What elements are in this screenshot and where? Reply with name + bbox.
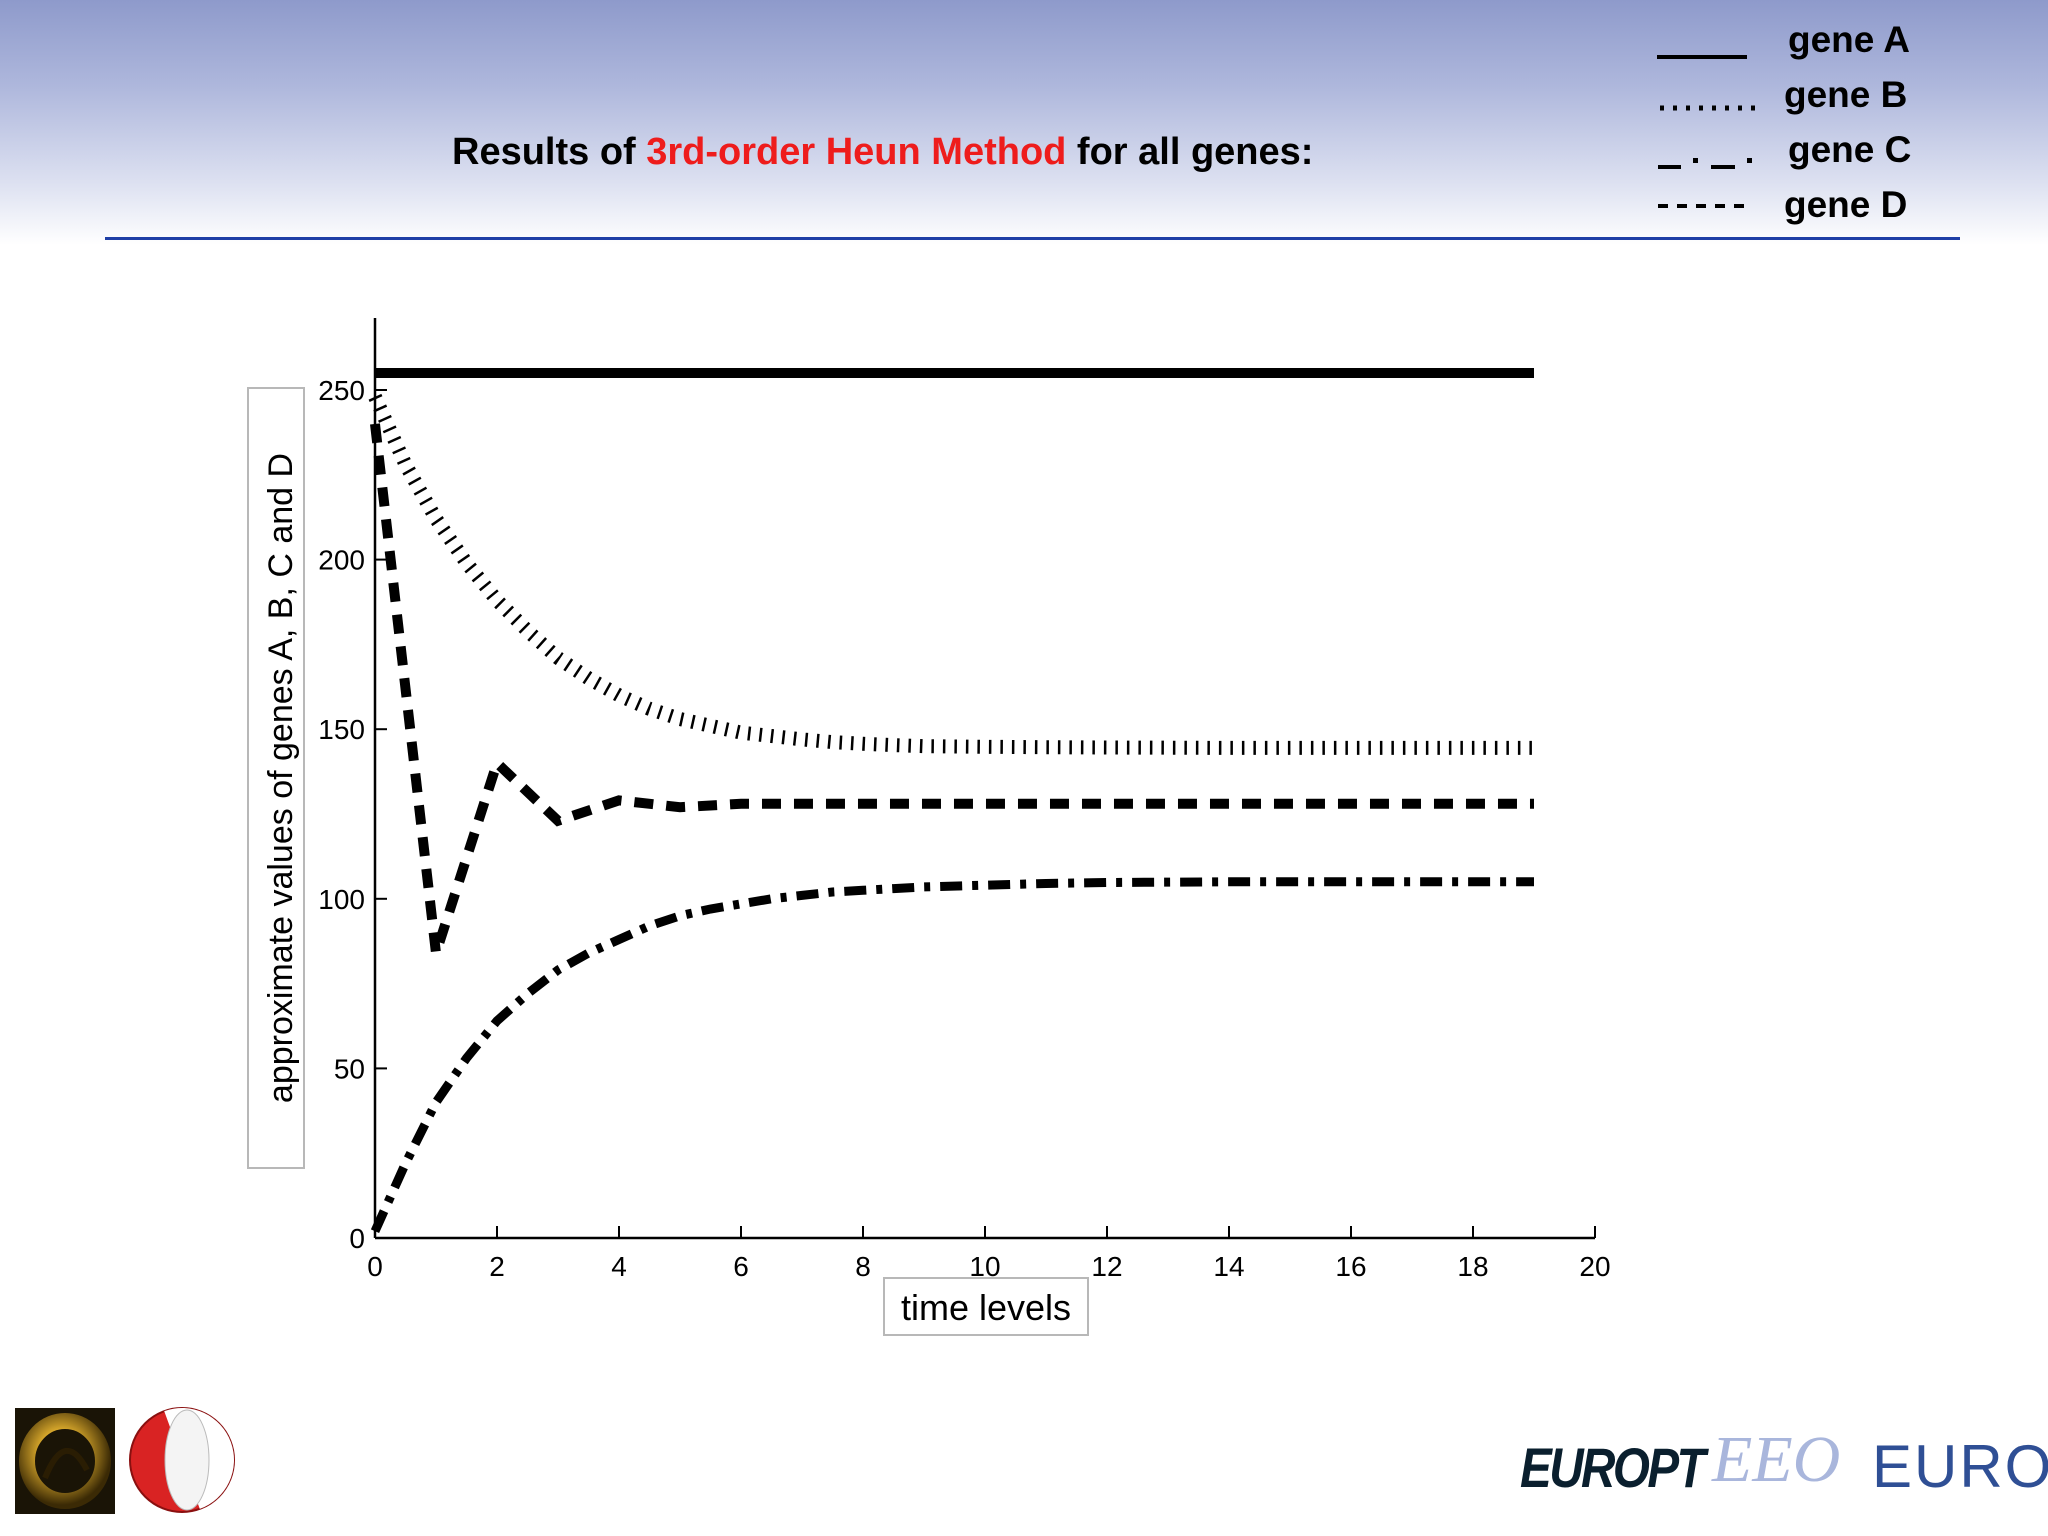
title-method-name: 3rd-order Heun Method [646, 131, 1067, 173]
legend-label: gene B [1784, 74, 1908, 115]
x-tick-label: 6 [733, 1251, 749, 1282]
series-line-gene-c [370, 877, 1534, 1234]
legend-item-gene-d: gene D [1655, 180, 1955, 230]
header-divider [105, 237, 1960, 240]
x-tick-label: 10 [969, 1251, 1000, 1282]
title-part-2: for all genes: [1066, 131, 1314, 173]
y-tick-label: 100 [318, 884, 365, 915]
legend-symbol-dash-dot [1658, 158, 1752, 169]
x-tick-label: 4 [611, 1251, 627, 1282]
x-tick-label: 2 [489, 1251, 505, 1282]
series-line-gene-b [368, 393, 1534, 755]
legend-symbol-dashed [1658, 204, 1745, 208]
x-tick-label: 14 [1213, 1251, 1244, 1282]
series-line-gene-d [370, 423, 1534, 955]
x-tick-label: 8 [855, 1251, 871, 1282]
x-tick-label: 18 [1457, 1251, 1488, 1282]
legend-symbol-solid [1657, 55, 1747, 59]
x-tick-label: 20 [1579, 1251, 1610, 1282]
y-tick-label: 150 [318, 714, 365, 745]
europt-logo: EUROPT [1520, 1436, 1706, 1499]
legend-item-gene-b: gene B [1655, 70, 1955, 120]
x-tick-label: 0 [367, 1251, 383, 1282]
y-axis-label: approximate values of genes A, B, C and … [262, 453, 300, 1103]
x-axis-label: time levels [901, 1287, 1071, 1328]
legend-label: gene C [1788, 129, 1912, 170]
legend-label: gene D [1784, 184, 1908, 225]
gold-ring-logo [15, 1408, 115, 1514]
university-logo [129, 1407, 235, 1513]
title-part-1: Results of [452, 131, 647, 173]
y-tick-label: 50 [334, 1053, 365, 1084]
legend-item-gene-a: gene A [1655, 15, 1955, 65]
legend-symbol-dotted [1660, 105, 1755, 111]
legend-item-gene-c: gene C [1655, 125, 1955, 175]
y-tick-label: 200 [318, 545, 365, 576]
x-axis-label-box [883, 1277, 1089, 1336]
slide-header [0, 0, 2048, 245]
euro-logo: EURO [1872, 1433, 2048, 1500]
y-axis-label-box [247, 387, 305, 1169]
slide-title: Results of 3rd-order Heun Method for all… [452, 124, 1313, 180]
y-tick-label: 0 [349, 1223, 365, 1254]
x-tick-label: 16 [1335, 1251, 1366, 1282]
eeo-logo: EEO [1712, 1423, 1841, 1496]
y-tick-label: 250 [318, 375, 365, 406]
x-tick-label: 12 [1091, 1251, 1122, 1282]
legend-label: gene A [1788, 19, 1910, 60]
